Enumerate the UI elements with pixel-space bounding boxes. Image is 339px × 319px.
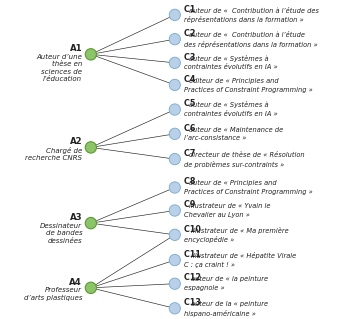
Circle shape: [169, 33, 180, 45]
Text: C2: C2: [184, 29, 198, 38]
Text: Chargé de
recherche CNRS: Chargé de recherche CNRS: [25, 147, 82, 161]
Text: directeur de thèse de « Résolution: directeur de thèse de « Résolution: [190, 152, 305, 158]
Text: Dessinateur
de bandes
dessinées: Dessinateur de bandes dessinées: [40, 223, 82, 243]
Circle shape: [169, 182, 180, 193]
Text: C11: C11: [184, 250, 204, 259]
Text: auteur de «  Contribution à l’étude des: auteur de « Contribution à l’étude des: [190, 8, 319, 14]
Text: Practices of Constraint Programming »: Practices of Constraint Programming »: [184, 86, 313, 93]
Text: de problèmes sur-contraints »: de problèmes sur-contraints »: [184, 161, 284, 168]
Text: auteur de « Principles and: auteur de « Principles and: [190, 180, 277, 186]
Circle shape: [169, 9, 180, 20]
Text: C8: C8: [184, 177, 198, 186]
Circle shape: [85, 218, 97, 229]
Text: contraintes évolutifs en IA »: contraintes évolutifs en IA »: [184, 111, 278, 117]
Text: encyclopédie »: encyclopédie »: [184, 236, 234, 243]
Circle shape: [169, 57, 180, 69]
Circle shape: [169, 205, 180, 216]
Text: A3: A3: [69, 213, 82, 222]
Circle shape: [85, 282, 97, 293]
Circle shape: [85, 49, 97, 60]
Text: C13: C13: [184, 298, 204, 307]
Text: C9: C9: [184, 200, 198, 209]
Circle shape: [169, 153, 180, 165]
Circle shape: [85, 142, 97, 153]
Text: des réprésentations dans la formation »: des réprésentations dans la formation »: [184, 41, 318, 48]
Text: illustrateur de « Ma première: illustrateur de « Ma première: [191, 226, 289, 234]
Text: contraintes évolutifs en IA »: contraintes évolutifs en IA »: [184, 64, 278, 70]
Text: A4: A4: [69, 278, 82, 286]
Text: C1: C1: [184, 5, 198, 14]
Text: A2: A2: [69, 137, 82, 146]
Text: A1: A1: [69, 44, 82, 53]
Circle shape: [169, 104, 180, 115]
Text: auteur de « Systèmes à: auteur de « Systèmes à: [190, 101, 269, 108]
Text: C5: C5: [184, 99, 198, 108]
Text: Practices of Constraint Programming »: Practices of Constraint Programming »: [184, 189, 313, 195]
Text: illustrateur de « Hépatite Virale: illustrateur de « Hépatite Virale: [191, 252, 296, 259]
Text: éditeur de « Principles and: éditeur de « Principles and: [190, 77, 279, 84]
Text: auteur de la « peinture: auteur de la « peinture: [191, 301, 268, 307]
Text: C6: C6: [184, 123, 198, 133]
Text: illustrateur de « Yvain le: illustrateur de « Yvain le: [190, 203, 271, 209]
Circle shape: [169, 79, 180, 91]
Text: C7: C7: [184, 149, 198, 158]
Text: C3: C3: [184, 53, 198, 62]
Text: Professeur
d’arts plastiques: Professeur d’arts plastiques: [24, 287, 82, 301]
Circle shape: [169, 128, 180, 139]
Text: auteur de «  Contribution à l’étude: auteur de « Contribution à l’étude: [190, 32, 305, 38]
Text: réprésentations dans la formation »: réprésentations dans la formation »: [184, 17, 304, 24]
Text: C10: C10: [184, 225, 204, 234]
Circle shape: [169, 254, 180, 266]
Text: hispano-américaine »: hispano-américaine »: [184, 310, 256, 317]
Circle shape: [169, 303, 180, 314]
Circle shape: [169, 278, 180, 289]
Text: C : ça craint ! »: C : ça craint ! »: [184, 262, 235, 268]
Text: C4: C4: [184, 75, 198, 84]
Text: Chevalier au Lyon »: Chevalier au Lyon »: [184, 212, 250, 218]
Text: auteur de « la peinture: auteur de « la peinture: [191, 276, 268, 282]
Circle shape: [169, 229, 180, 241]
Text: auteur de « Systèmes à: auteur de « Systèmes à: [190, 55, 269, 62]
Text: l’arc-consistance »: l’arc-consistance »: [184, 136, 246, 141]
Text: C12: C12: [184, 273, 204, 282]
Text: Auteur d’une
thèse en
sciences de
l’éducation: Auteur d’une thèse en sciences de l’éduc…: [36, 54, 82, 82]
Text: espagnole »: espagnole »: [184, 285, 225, 291]
Text: auteur de « Maintenance de: auteur de « Maintenance de: [190, 127, 284, 133]
